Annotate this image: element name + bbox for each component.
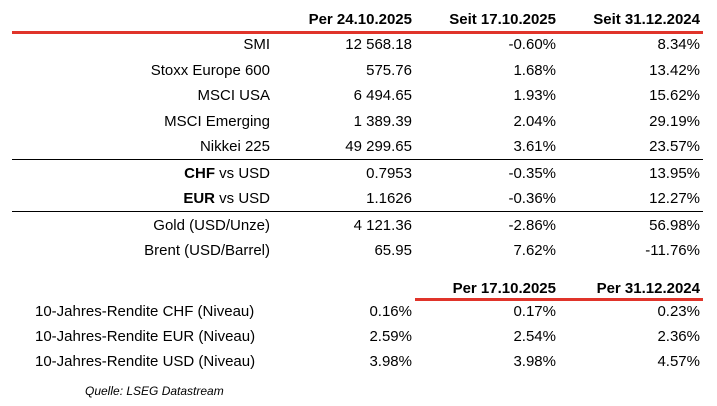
column-header: Seit 17.10.2025 [449, 11, 556, 28]
cell: 13.42% [649, 61, 700, 79]
cell: 4 121.36 [353, 216, 412, 234]
row-label: EUR vs USD [183, 190, 270, 208]
footer-source: Quelle: LSEG Datastream [85, 384, 224, 398]
cell: 1.93% [513, 87, 556, 104]
cell: 13.95% [649, 164, 700, 182]
label-text: MSCI Emerging [164, 112, 270, 130]
row-label: Nikkei 225 [200, 138, 270, 156]
cell: 6 494.65 [353, 87, 412, 104]
label-bold: EUR [183, 190, 215, 207]
cell: 8.34% [657, 36, 700, 53]
cell: -0.35% [508, 164, 556, 182]
row-label: MSCI Emerging [164, 113, 270, 131]
label-text: Stoxx Europe 600 [150, 61, 270, 79]
cell: 0.7953 [366, 164, 412, 182]
label-text: vs USD [219, 190, 270, 207]
cell: 15.62% [649, 87, 700, 104]
cell: 12 568.18 [345, 36, 412, 53]
cell: 2.36% [657, 328, 700, 345]
label-text: Brent (USD/Barrel) [144, 242, 270, 259]
row-label: Stoxx Europe 600 [151, 62, 270, 80]
row-label: 10-Jahres-Rendite CHF (Niveau) [35, 303, 255, 320]
cell: 0.23% [657, 303, 700, 320]
cell: -0.36% [508, 190, 556, 207]
cell: 3.98% [513, 353, 556, 370]
cell: 0.16% [369, 303, 412, 320]
column-header: Per 31.12.2024 [596, 280, 700, 297]
label-bold: CHF [184, 164, 215, 182]
cell: 29.19% [649, 112, 700, 130]
column-header: Per 24.10.2025 [308, 11, 412, 28]
cell: 0.17% [513, 303, 556, 320]
cell: 56.98% [649, 216, 700, 234]
cell: 1.1626 [366, 190, 412, 207]
cell: -2.86% [508, 216, 556, 234]
cell: 23.57% [649, 138, 700, 155]
label-text: Nikkei 225 [199, 138, 270, 155]
row-label: MSCI USA [197, 87, 270, 105]
header-rule [415, 298, 703, 301]
group-separator [12, 210, 703, 212]
cell: 575.76 [366, 61, 412, 79]
label-text: Gold (USD/Unze) [153, 216, 270, 234]
row-label: 10-Jahres-Rendite USD (Niveau) [35, 353, 256, 370]
cell: 1.68% [513, 61, 556, 79]
label-text: vs USD [219, 164, 270, 182]
cell: 4.57% [657, 353, 700, 370]
column-header: Per 17.10.2025 [452, 280, 556, 297]
row-label: Brent (USD/Barrel) [144, 242, 270, 260]
cell: 2.54% [513, 328, 556, 345]
cell: 2.59% [369, 328, 412, 345]
cell: 3.98% [369, 353, 412, 370]
row-label: SMI [243, 36, 270, 54]
cell: 1 389.39 [353, 112, 412, 130]
cell: 3.61% [513, 138, 556, 155]
header-rule [12, 31, 703, 34]
group-separator [12, 158, 703, 160]
cell: 2.04% [513, 112, 556, 130]
column-header: Seit 31.12.2024 [593, 11, 700, 28]
row-label: 10-Jahres-Rendite EUR (Niveau) [35, 328, 256, 345]
cell: 49 299.65 [345, 138, 412, 155]
row-label: Gold (USD/Unze) [153, 217, 270, 235]
label-text: SMI [243, 36, 270, 53]
cell: 12.27% [649, 190, 700, 207]
cell: 7.62% [513, 242, 556, 259]
cell: -0.60% [508, 36, 556, 53]
label-text: MSCI USA [197, 87, 270, 104]
cell: -11.76% [645, 242, 700, 259]
cell: 65.95 [374, 242, 412, 259]
row-label: CHF vs USD [184, 165, 270, 183]
